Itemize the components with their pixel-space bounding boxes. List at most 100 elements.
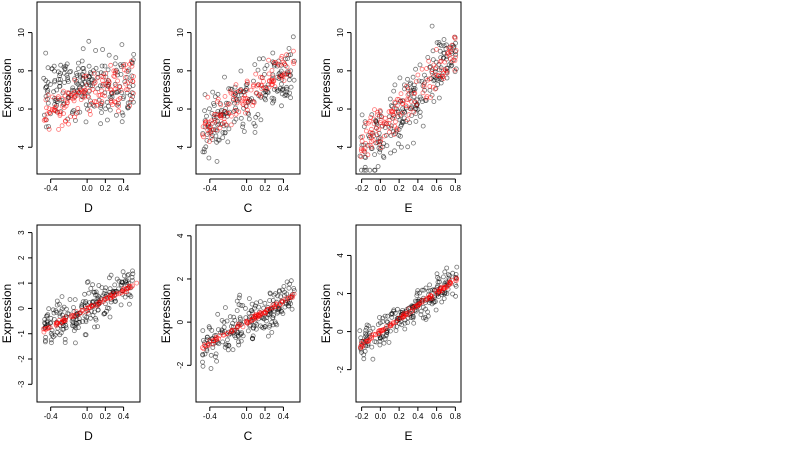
observed-point: [232, 84, 238, 90]
fitted-point: [374, 140, 380, 145]
observed-point: [119, 110, 125, 116]
observed-point: [90, 282, 95, 288]
observed-point: [46, 306, 52, 312]
observed-point: [286, 285, 292, 291]
observed-point: [84, 314, 90, 320]
observed-point: [82, 332, 88, 338]
fitted-point: [453, 48, 459, 53]
y-tick-label: 4: [17, 144, 26, 149]
fitted-point: [218, 122, 224, 127]
observed-point: [453, 40, 458, 46]
plot-frame: [195, 224, 301, 403]
fitted-point: [210, 338, 216, 344]
fitted-point: [400, 101, 406, 106]
observed-point: [257, 299, 263, 305]
observed-point: [414, 293, 420, 299]
observed-point: [402, 320, 408, 326]
observed-point: [51, 310, 57, 316]
fitted-point: [62, 93, 68, 99]
observed-point: [410, 140, 416, 146]
observed-point: [120, 112, 126, 118]
observed-point: [202, 340, 208, 346]
observed-point: [436, 95, 442, 101]
fitted-point: [358, 154, 364, 160]
fitted-point: [251, 100, 257, 106]
observed-point: [438, 80, 444, 86]
observed-point: [287, 90, 293, 96]
observed-point: [96, 294, 102, 300]
fitted-point: [261, 79, 266, 84]
fitted-point: [224, 102, 230, 108]
observed-point: [106, 52, 112, 58]
observed-point: [450, 291, 456, 297]
fitted-point: [452, 54, 458, 60]
observed-point: [221, 319, 227, 325]
x-tick-label: 0.2: [100, 184, 112, 193]
panel-bottom-left: -0.4 0.0 0.2 0.4 D -3 -2 -1 0 1 2 3 Expression: [0, 224, 141, 443]
fitted-point: [201, 346, 207, 352]
fitted-point: [53, 320, 59, 326]
fitted-point: [236, 323, 241, 329]
observed-point: [222, 305, 228, 311]
observed-point: [357, 153, 363, 159]
observed-point: [91, 68, 96, 74]
observed-point: [391, 308, 396, 314]
x-tick-label: 0.0: [241, 412, 253, 421]
fitted-point: [203, 119, 209, 124]
observed-point: [405, 76, 410, 82]
observed-point: [104, 308, 109, 314]
fitted-point: [244, 320, 250, 325]
fitted-point: [134, 280, 140, 286]
fitted-point: [228, 122, 234, 128]
observed-point: [413, 106, 419, 111]
fitted-point: [358, 341, 364, 347]
fitted-point: [214, 335, 220, 341]
observed-point: [73, 70, 79, 76]
fitted-point: [244, 88, 249, 93]
observed-point: [244, 81, 250, 87]
fitted-point: [72, 77, 78, 83]
fitted-point: [47, 325, 53, 331]
fitted-point: [123, 81, 129, 87]
fitted-point: [265, 306, 271, 312]
fitted-point: [359, 343, 365, 349]
observed-point: [71, 108, 77, 113]
observed-point: [45, 312, 51, 318]
observed-point: [410, 74, 416, 80]
fitted-point: [207, 124, 213, 129]
fitted-point: [224, 331, 230, 337]
panel-bottom-right: -0.2 0.0 0.2 0.4 0.6 0.8 E -2 0 2 4 Expression: [319, 224, 462, 443]
y-tick-label: 10: [336, 28, 345, 37]
observed-point: [107, 314, 113, 320]
fitted-point: [375, 328, 381, 334]
fitted-point: [414, 102, 420, 108]
y-tick-label: 10: [176, 28, 185, 37]
x-tick-label: -0.2: [355, 412, 369, 421]
fitted-point: [421, 82, 427, 88]
observed-point: [288, 84, 294, 90]
observed-point: [372, 167, 378, 173]
fitted-point: [66, 121, 71, 127]
observed-point: [129, 277, 135, 283]
fitted-point: [405, 312, 411, 318]
observed-point: [454, 264, 460, 270]
fitted-point: [424, 66, 430, 71]
fitted-point: [221, 332, 227, 338]
fitted-point: [276, 74, 282, 79]
fitted-point: [437, 288, 443, 294]
observed-point: [80, 46, 86, 52]
observed-point: [245, 328, 251, 334]
fitted-point: [392, 119, 398, 125]
fitted-point: [411, 109, 417, 115]
fitted-point: [266, 84, 272, 90]
x-tick-label: -0.4: [203, 184, 217, 193]
fitted-point: [116, 291, 122, 297]
observed-point: [453, 52, 459, 58]
fitted-point: [290, 294, 295, 300]
observed-point: [75, 66, 81, 72]
observed-point: [410, 313, 416, 319]
observed-point: [409, 113, 414, 118]
fitted-point: [121, 67, 127, 73]
fitted-point: [407, 106, 413, 112]
